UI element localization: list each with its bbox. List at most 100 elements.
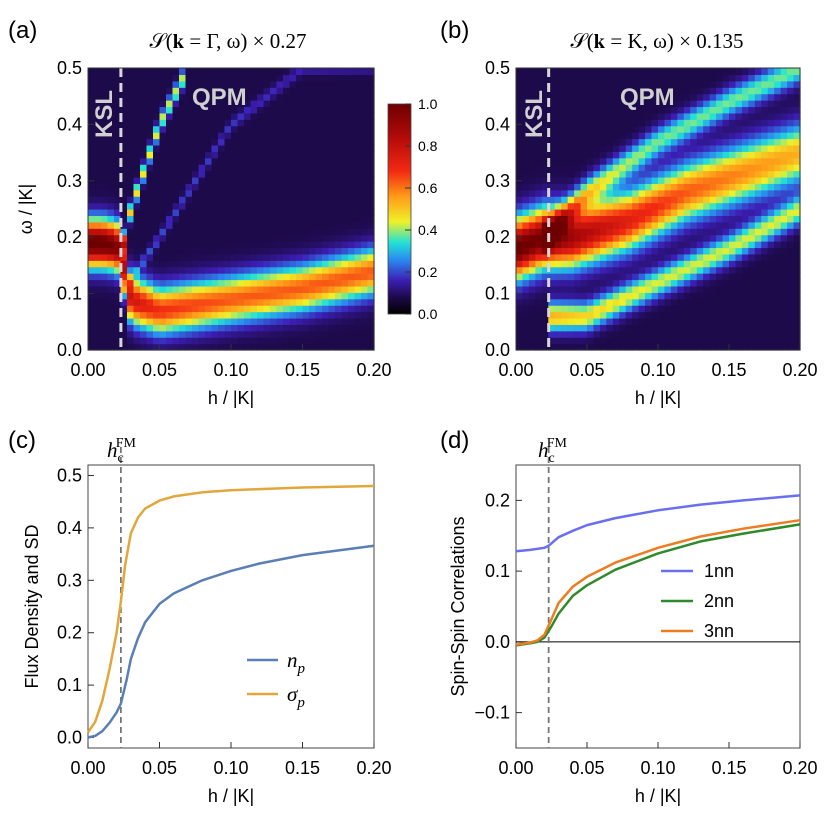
heatmap-cell [541,247,549,255]
heatmap-cell [522,100,530,108]
heatmap-cell [159,228,167,236]
heatmap-cell [114,68,122,76]
heatmap-cell [670,228,678,236]
heatmap-cell [250,209,258,217]
heatmap-cell [257,189,265,197]
heatmap-cell [250,292,258,300]
heatmap-cell [179,144,187,152]
heatmap-cell [146,317,154,325]
heatmap-cell [696,87,704,95]
heatmap-cell [88,266,96,274]
heatmap-cell [276,196,284,204]
heatmap-cell [205,119,213,127]
heatmap-cell [683,183,691,191]
heatmap-cell [172,100,180,108]
heatmap-cell [787,87,795,95]
heatmap-cell [651,285,659,293]
heatmap-cell [561,343,569,351]
heatmap-cell [153,189,161,197]
heatmap-cell [270,176,278,184]
heatmap-cell [677,305,685,313]
heatmap-cell [793,196,801,204]
axes-d: 0.00 0.05 0.10 0.15 0.20−0.10.00.10.2h / |K|… [448,490,818,806]
heatmap-cell [120,273,128,281]
heatmap-cell [716,234,724,242]
heatmap-cell [354,68,362,76]
heatmap-cell [612,221,620,229]
heatmap-cell [741,266,749,274]
heatmap-cell [780,247,788,255]
heatmap-cell [670,247,678,255]
heatmap-cell [593,144,601,152]
heatmap-cell [335,151,343,159]
heatmap-cell [166,74,174,82]
heatmap-cell [535,138,543,146]
heatmap-cell [270,311,278,319]
heatmap-cell [516,209,524,217]
x-tick-label: 0.05 [142,360,177,380]
heatmap-cell [335,93,343,101]
heatmap-cell [237,125,245,133]
heatmap-cell [153,74,161,82]
heatmap-cell [651,164,659,172]
heatmap-cell [748,330,756,338]
heatmap-cell [114,266,122,274]
heatmap-cell [172,106,180,114]
heatmap-cell [664,215,672,223]
heatmap-cell [754,119,762,127]
heatmap-cell [729,215,737,223]
heatmap-cell [638,87,646,95]
heatmap-cell [774,209,782,217]
heatmap-cell [722,189,730,197]
heatmap-cell [587,330,595,338]
heatmap-cell [729,209,737,217]
heatmap-cell [218,324,226,332]
heatmap-cell [224,305,232,313]
heatmap-cell [599,87,607,95]
heatmap-cell [632,87,640,95]
heatmap-cell [567,215,575,223]
heatmap-cell [114,292,122,300]
heatmap-cell [218,164,226,172]
heatmap-cell [322,260,330,268]
heatmap-cell [741,202,749,210]
heatmap-cell [580,157,588,165]
heatmap-cell [729,266,737,274]
heatmap-cell [516,151,524,159]
heatmap-cell [741,221,749,229]
heatmap-cell [270,292,278,300]
heatmap-cell [767,317,775,325]
heatmap-cell [587,125,595,133]
heatmap-cell [677,202,685,210]
heatmap-cell [599,279,607,287]
heatmap-cell [651,151,659,159]
heatmap-cell [722,260,730,268]
heatmap-cell [250,253,258,261]
heatmap-cell [341,311,349,319]
heatmap-cell [787,125,795,133]
heatmap-cell [632,285,640,293]
heatmap-cell [780,266,788,274]
heatmap-cell [722,164,730,172]
heatmap-cell [574,228,582,236]
heatmap-cell [690,253,698,261]
heatmap-cell [211,215,219,223]
heatmap-cell [315,144,323,152]
heatmap-cell [696,164,704,172]
heatmap-cell [554,183,562,191]
heatmap-cell [231,253,239,261]
heatmap-cell [716,132,724,140]
heatmap-cell [599,221,607,229]
heatmap-cell [593,100,601,108]
heatmap-cell [283,241,291,249]
heatmap-cell [729,189,737,197]
heatmap-cell [237,266,245,274]
heatmap-cell [722,144,730,152]
heatmap-cell [541,228,549,236]
heatmap-cell [244,305,252,313]
heatmap-cell [354,215,362,223]
heatmap-cell [787,305,795,313]
heatmap-cell [283,93,291,101]
heatmap-cell [257,317,265,325]
heatmap-cell [658,100,666,108]
